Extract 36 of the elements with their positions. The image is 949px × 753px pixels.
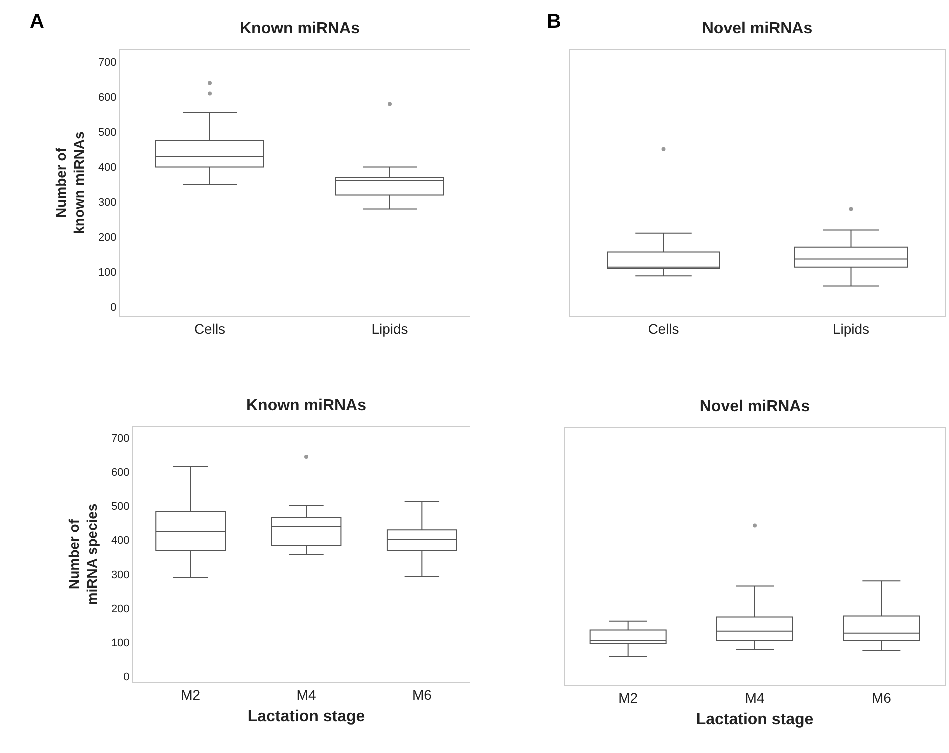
x-tick-label: Lipids <box>832 320 870 337</box>
y-tick-label: 600 <box>98 92 117 104</box>
chart-title: Known miRNAs <box>240 20 360 38</box>
x-tick-label: M2 <box>181 686 201 703</box>
y-tick-label: 400 <box>98 162 117 174</box>
chart-title: Known miRNAs <box>246 398 367 415</box>
x-tick-label: M2 <box>618 690 638 706</box>
y-tick-label: 400 <box>111 535 130 548</box>
y-tick-label: 700 <box>111 432 130 445</box>
x-axis-title: Lactation stage <box>696 712 814 728</box>
x-tick-label: Lipids <box>372 320 408 337</box>
y-tick-label: 300 <box>98 197 117 210</box>
y-axis-title: Number of known miRNAs <box>52 131 88 234</box>
y-tick-label: 100 <box>98 267 117 280</box>
y-tick-label: 700 <box>98 57 117 70</box>
chart-title: Novel miRNAs <box>702 20 813 38</box>
y-tick-label: 500 <box>111 501 130 514</box>
y-tick-label: 300 <box>111 569 130 582</box>
y-tick-label: 0 <box>124 672 130 684</box>
y-tick-label: 200 <box>98 232 117 244</box>
x-tick-label: M4 <box>296 686 316 703</box>
y-tick-label: 600 <box>111 466 130 479</box>
text: B <box>547 11 562 33</box>
y-tick-label: 200 <box>111 603 130 616</box>
chart-title: Novel miRNAs <box>700 398 810 416</box>
y-tick-label: 100 <box>111 638 130 650</box>
y-axis-title: Number of miRNA species <box>66 504 100 606</box>
y-tick-label: 500 <box>98 127 117 140</box>
x-tick-label: M6 <box>412 686 432 703</box>
x-tick-label: Cells <box>648 320 680 337</box>
text: A <box>30 11 44 33</box>
x-tick-label: M6 <box>872 690 892 706</box>
x-axis-title: Lactation stage <box>248 708 366 726</box>
y-tick-label: 0 <box>110 302 117 314</box>
x-tick-label: M4 <box>745 690 765 706</box>
x-tick-label: Cells <box>194 320 226 337</box>
